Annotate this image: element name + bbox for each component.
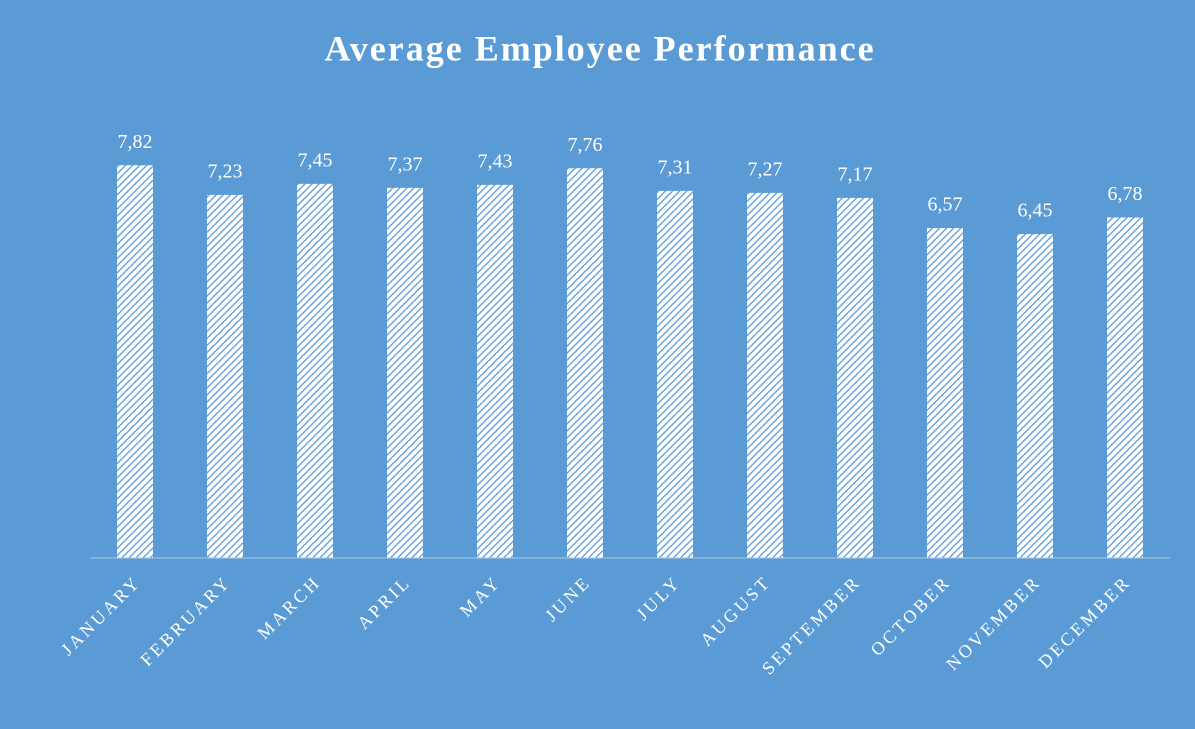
chart-title: Average Employee Performance	[324, 28, 875, 68]
bar	[477, 184, 513, 559]
bar	[207, 194, 243, 559]
value-label: 6,57	[928, 194, 963, 216]
bar	[657, 190, 693, 558]
bar	[927, 228, 963, 559]
value-label: 7,76	[568, 134, 603, 156]
value-label: 7,37	[388, 153, 423, 175]
value-label: 7,43	[478, 150, 513, 172]
bar	[297, 183, 333, 558]
value-label: 7,17	[838, 164, 873, 186]
bar	[567, 168, 603, 558]
value-label: 7,23	[208, 160, 243, 182]
value-label: 7,82	[118, 131, 153, 153]
value-label: 6,45	[1018, 200, 1053, 222]
bar	[1017, 234, 1053, 559]
bar	[387, 187, 423, 558]
bar	[837, 197, 873, 558]
bar	[747, 192, 783, 558]
value-label: 7,45	[298, 149, 333, 171]
bar	[117, 165, 153, 559]
value-label: 6,78	[1108, 183, 1143, 205]
bar	[1107, 217, 1143, 558]
value-label: 7,31	[658, 156, 693, 178]
value-label: 7,27	[748, 158, 783, 180]
